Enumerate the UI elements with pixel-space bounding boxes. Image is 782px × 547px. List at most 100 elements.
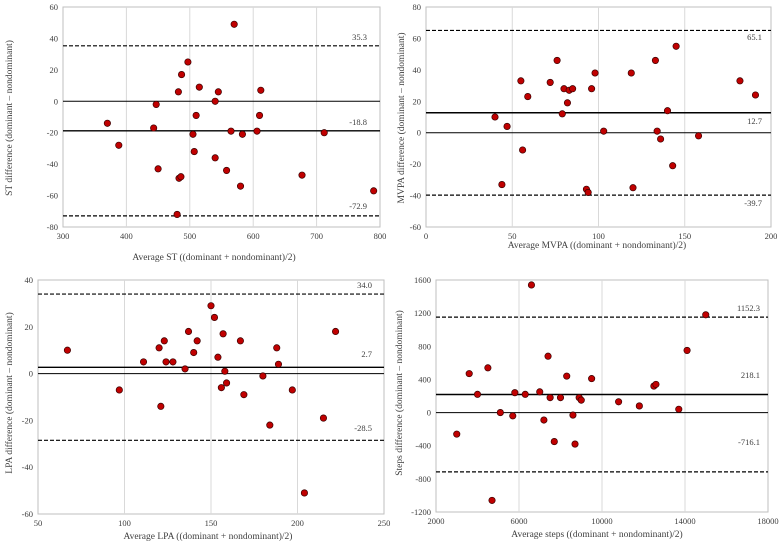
- lpa-data-point: [319, 414, 328, 422]
- lpa-x-tick-label: 50: [34, 518, 43, 528]
- lpa-data-point: [236, 337, 244, 345]
- lpa-data-point: [332, 327, 340, 336]
- mvpa-data-point: [491, 113, 499, 121]
- st-data-point: [115, 141, 123, 149]
- mvpa-data-point: [588, 85, 596, 93]
- st-x-tick-label: 400: [120, 231, 133, 241]
- st-data-point: [230, 20, 238, 28]
- st-data-point: [150, 124, 158, 132]
- mvpa-x-tick-label: 100: [592, 231, 605, 241]
- mvpa-y-tick-label: 60: [413, 33, 422, 43]
- lpa-data-point: [210, 313, 219, 321]
- lpa-y-tick-label: 20: [25, 322, 34, 332]
- lpa-data-point: [207, 302, 215, 310]
- st-upper-loa-label: 35.3: [352, 32, 367, 42]
- mvpa-y-tick-label: -20: [410, 159, 421, 169]
- lpa-x-tick-label: 150: [205, 518, 218, 528]
- lpa-data-point: [169, 358, 177, 366]
- lpa-data-point: [223, 379, 231, 387]
- lpa-data-point: [184, 327, 193, 336]
- steps-y-tick-label: -800: [415, 474, 431, 484]
- mvpa-y-tick-label: -40: [410, 191, 421, 201]
- st-data-point: [192, 111, 200, 119]
- steps-data-point: [540, 416, 548, 424]
- st-x-tick-label: 500: [183, 231, 196, 241]
- st-y-tick-label: 0: [54, 96, 58, 106]
- mvpa-data-point: [503, 122, 511, 130]
- st-y-tick-label: -60: [47, 191, 58, 201]
- st-x-tick-label: 300: [57, 231, 70, 241]
- lpa-data-point: [266, 421, 274, 429]
- lpa-x-tick-label: 100: [118, 518, 131, 528]
- steps-data-point: [473, 390, 482, 398]
- mvpa-y-tick-label: 80: [413, 2, 422, 12]
- st-y-tick-label: -40: [47, 159, 58, 169]
- mvpa-data-point: [694, 132, 703, 140]
- lpa-y-tick-label: 40: [25, 275, 34, 285]
- lpa-data-point: [259, 372, 267, 380]
- st-data-point: [103, 119, 111, 127]
- mvpa-x-tick-label: 50: [508, 231, 517, 241]
- steps-data-point: [702, 311, 710, 319]
- lpa-data-point: [274, 360, 283, 368]
- mvpa-bland-altman-chart: 0 50 100 150 200 -60 -40 -20 0 20 40 60 80 MVPA diff…: [396, 2, 778, 251]
- mvpa-data-point: [517, 77, 525, 85]
- steps-data-point: [546, 394, 554, 402]
- st-y-tick-label: -80: [47, 222, 58, 232]
- steps-data-point: [496, 409, 504, 417]
- st-x-tick-label: 700: [310, 231, 323, 241]
- mvpa-data-point: [553, 56, 561, 64]
- lpa-x-tick-label: 200: [291, 518, 304, 528]
- st-x-tick-label: 800: [374, 231, 387, 241]
- lpa-bland-altman-chart: 50 100 150 200 250 -60 -40 -20 0 20 40 LPA differe…: [4, 275, 391, 542]
- st-lower-loa-label: -72.9: [349, 201, 367, 211]
- mvpa-x-tick-label: 0: [424, 231, 428, 241]
- mvpa-plot-area: 0 50 100 150 200 -60 -40 -20 0 20 40 60 80: [410, 2, 778, 241]
- lpa-data-point: [115, 386, 123, 394]
- mvpa-y-tick-label: -60: [410, 222, 421, 232]
- st-data-point: [190, 148, 198, 156]
- mvpa-y-axis-label: MVPA difference (dominant – nondominant): [396, 33, 407, 204]
- lpa-plot-area: 50 100 150 200 250 -60 -40 -20 0 20 40: [22, 275, 391, 528]
- lpa-data-point: [63, 346, 71, 354]
- st-data-point: [178, 71, 186, 79]
- steps-data-point: [511, 389, 519, 397]
- mvpa-lower-loa-label: -39.7: [744, 198, 762, 208]
- steps-data-point: [675, 405, 683, 413]
- st-data-point: [227, 127, 235, 135]
- mvpa-data-point: [736, 77, 744, 85]
- lpa-data-point: [162, 358, 170, 366]
- steps-data-point: [635, 402, 643, 410]
- st-data-point: [298, 171, 306, 179]
- steps-lower-loa-label: -716.1: [738, 437, 760, 447]
- st-x-tick-label: 600: [247, 231, 260, 241]
- steps-data-point: [563, 372, 571, 380]
- steps-data-point: [556, 394, 565, 402]
- st-mean-label: -18.8: [349, 117, 367, 127]
- lpa-upper-loa-label: 34.0: [357, 280, 372, 290]
- mvpa-data-point: [498, 181, 506, 189]
- mvpa-data-point: [669, 162, 677, 170]
- steps-data-point: [453, 430, 461, 438]
- lpa-lower-loa-label: -28.5: [354, 423, 372, 433]
- steps-data-point: [550, 438, 558, 446]
- steps-data-point: [521, 390, 529, 398]
- mvpa-data-point: [672, 42, 680, 50]
- steps-y-tick-label: 0: [427, 408, 431, 418]
- steps-data-point: [588, 375, 596, 383]
- st-data-point: [174, 88, 182, 96]
- lpa-data-point: [300, 489, 308, 497]
- st-data-point: [253, 127, 261, 135]
- steps-y-tick-label: 400: [418, 374, 431, 384]
- lpa-data-point: [160, 337, 168, 345]
- lpa-y-axis-label: LPA difference (dominant – nondominant): [4, 312, 15, 473]
- st-plot-frame: [62, 6, 381, 228]
- steps-mean-label: 218.1: [741, 370, 760, 380]
- lpa-data-point: [217, 384, 225, 392]
- steps-x-axis-label: Average steps ((dominant + nondominant)/…: [511, 529, 682, 540]
- lpa-data-point: [214, 353, 222, 361]
- steps-plot-area: 2000 6000 10000 14000 18000 -1200 -800 -400 0 400…: [411, 275, 778, 526]
- steps-bland-altman-chart: 2000 6000 10000 14000 18000 -1200 -800 -400 0 400…: [394, 275, 779, 540]
- steps-y-tick-label: 1600: [414, 275, 431, 285]
- st-data-point: [255, 111, 264, 119]
